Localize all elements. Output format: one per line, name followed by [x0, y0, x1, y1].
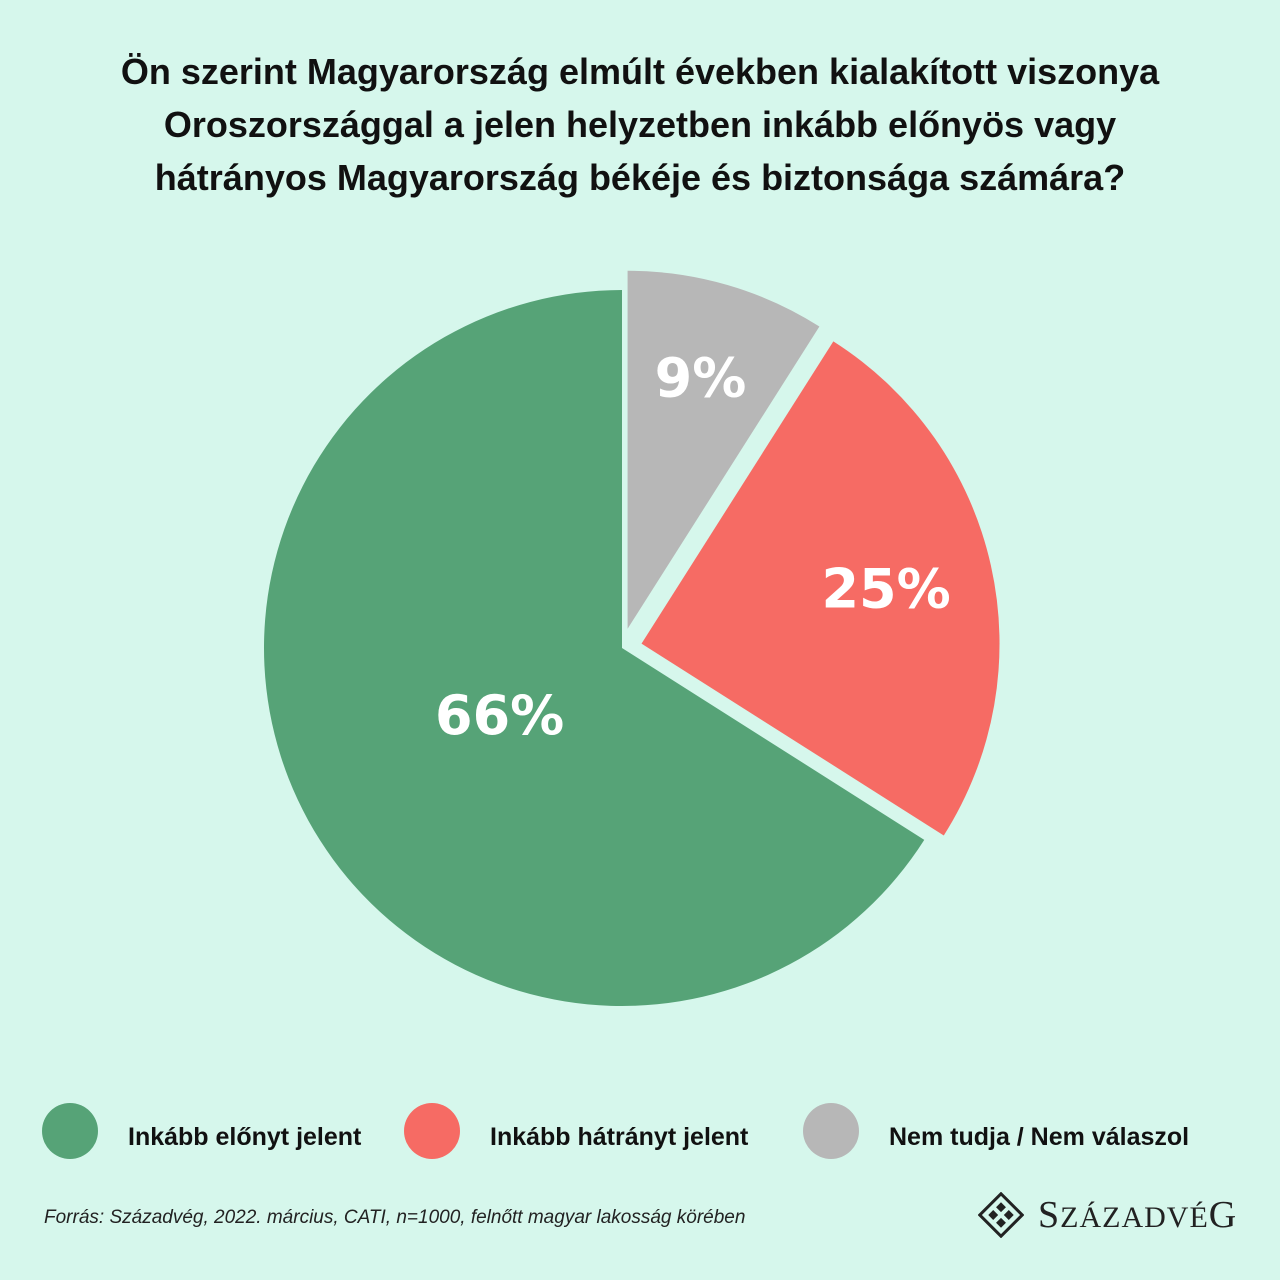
slice-label-disadvantage: 25%: [821, 557, 950, 620]
legend-item-disadvantage: Inkább hátrányt jelent: [404, 1102, 748, 1160]
slice-label-no-answer: 9%: [655, 346, 747, 409]
szazadveg-logo: SZÁZADVÉG: [978, 1192, 1237, 1238]
legend: Inkább előnyt jelent Inkább hátrányt jel…: [0, 1102, 1280, 1162]
slice-label-advantage: 66%: [435, 684, 564, 747]
legend-item-no-answer: Nem tudja / Nem válaszol: [803, 1102, 1189, 1160]
legend-swatch-disadvantage: [404, 1103, 460, 1159]
legend-label-disadvantage: Inkább hátrányt jelent: [490, 1123, 748, 1152]
legend-label-advantage: Inkább előnyt jelent: [128, 1123, 361, 1152]
logo-wordmark: SZÁZADVÉG: [1038, 1193, 1237, 1237]
legend-item-advantage: Inkább előnyt jelent: [42, 1102, 361, 1160]
legend-swatch-no-answer: [803, 1103, 859, 1159]
logo-letters-middle: ZÁZADVÉ: [1060, 1201, 1209, 1234]
logo-letter-first: S: [1038, 1194, 1060, 1236]
logo-letter-last: G: [1209, 1194, 1237, 1236]
legend-label-no-answer: Nem tudja / Nem válaszol: [889, 1123, 1189, 1152]
legend-swatch-advantage: [42, 1103, 98, 1159]
diamond-logo-icon: [978, 1192, 1024, 1238]
source-note: Forrás: Századvég, 2022. március, CATI, …: [44, 1207, 745, 1229]
